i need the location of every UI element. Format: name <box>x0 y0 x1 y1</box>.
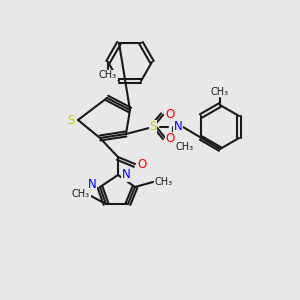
Text: CH₃: CH₃ <box>72 189 90 199</box>
Text: CH₃: CH₃ <box>211 87 229 97</box>
Text: S: S <box>67 113 75 127</box>
Text: CH₃: CH₃ <box>155 177 173 187</box>
Text: CH₃: CH₃ <box>99 70 117 80</box>
Text: S: S <box>149 121 157 134</box>
Text: N: N <box>174 121 182 134</box>
Text: O: O <box>165 109 175 122</box>
Text: O: O <box>165 133 175 146</box>
Text: N: N <box>88 178 96 191</box>
Text: N: N <box>122 169 130 182</box>
Text: O: O <box>137 158 147 170</box>
Text: CH₃: CH₃ <box>176 142 194 152</box>
